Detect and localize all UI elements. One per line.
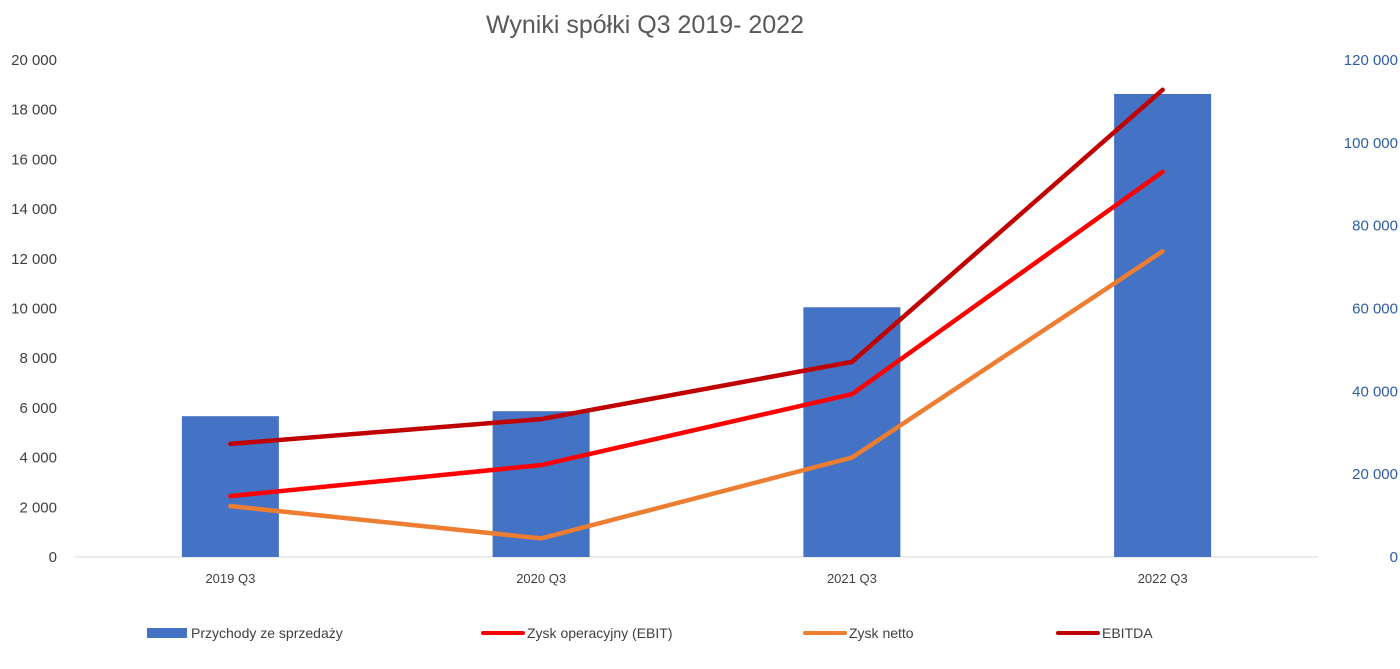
x-tick-label: 2022 Q3	[1138, 571, 1188, 586]
left-tick-label: 12 000	[11, 251, 57, 268]
x-tick-label: 2021 Q3	[827, 571, 877, 586]
left-tick-label: 0	[49, 549, 57, 566]
right-tick-label: 20 000	[1352, 466, 1398, 483]
bar-przychody-ze-sprzedazy-2020-q3	[492, 411, 590, 557]
legend-label: Zysk operacyjny (EBIT)	[527, 625, 672, 641]
line-zysk-netto	[228, 249, 1165, 541]
x-tick-label: 2020 Q3	[516, 571, 566, 586]
left-tick-label: 6 000	[19, 400, 57, 417]
legend: Przychody ze sprzedaży Zysk operacyjny (E…	[147, 625, 1153, 641]
left-tick-label: 14 000	[11, 201, 57, 218]
right-tick-label: 80 000	[1352, 218, 1398, 235]
left-tick-label: 16 000	[11, 151, 57, 168]
chart-title: Wyniki spółki Q3 2019- 2022	[486, 11, 804, 39]
left-tick-label: 8 000	[19, 350, 57, 367]
legend-label: EBITDA	[1102, 625, 1153, 641]
legend-label: Zysk netto	[849, 625, 914, 641]
right-tick-label: 60 000	[1352, 301, 1398, 318]
bar-przychody-ze-sprzedazy-2021-q3	[803, 307, 901, 557]
legend-swatch	[147, 628, 187, 638]
right-tick-label: 0	[1390, 549, 1398, 566]
legend-item-ebitda: EBITDA	[1056, 625, 1153, 641]
left-tick-label: 10 000	[11, 301, 57, 318]
bar-przychody-ze-sprzedazy-2019-q3	[181, 416, 279, 557]
right-axis: 0 20 000 40 000 60 000 80 000 100 000 120 000	[1344, 52, 1398, 566]
legend-label: Przychody ze sprzedaży	[191, 625, 343, 641]
bar-przychody-ze-sprzedazy-2022-q3	[1114, 93, 1212, 557]
right-tick-label: 40 000	[1352, 383, 1398, 400]
line-zysk-operacyjny-ebit	[228, 169, 1165, 499]
left-tick-label: 4 000	[19, 450, 57, 467]
line-series	[228, 87, 1165, 541]
left-axis: 0 2 000 4 000 6 000 8 000 10 000 12 000 14 000 1…	[11, 52, 57, 566]
right-tick-label: 100 000	[1344, 135, 1398, 152]
legend-item-zysk-operacyjny-ebit: Zysk operacyjny (EBIT)	[481, 625, 672, 641]
x-tick-label: 2019 Q3	[205, 571, 255, 586]
left-tick-label: 20 000	[11, 52, 57, 69]
x-axis: 2019 Q3 2020 Q3 2021 Q3 2022 Q3	[205, 571, 1187, 586]
left-tick-label: 18 000	[11, 102, 57, 119]
legend-item-przychody-ze-sprzedazy: Przychody ze sprzedaży	[147, 625, 343, 641]
right-tick-label: 120 000	[1344, 52, 1398, 69]
line-ebitda	[228, 87, 1165, 447]
left-tick-label: 2 000	[19, 499, 57, 516]
legend-item-zysk-netto: Zysk netto	[803, 625, 914, 641]
